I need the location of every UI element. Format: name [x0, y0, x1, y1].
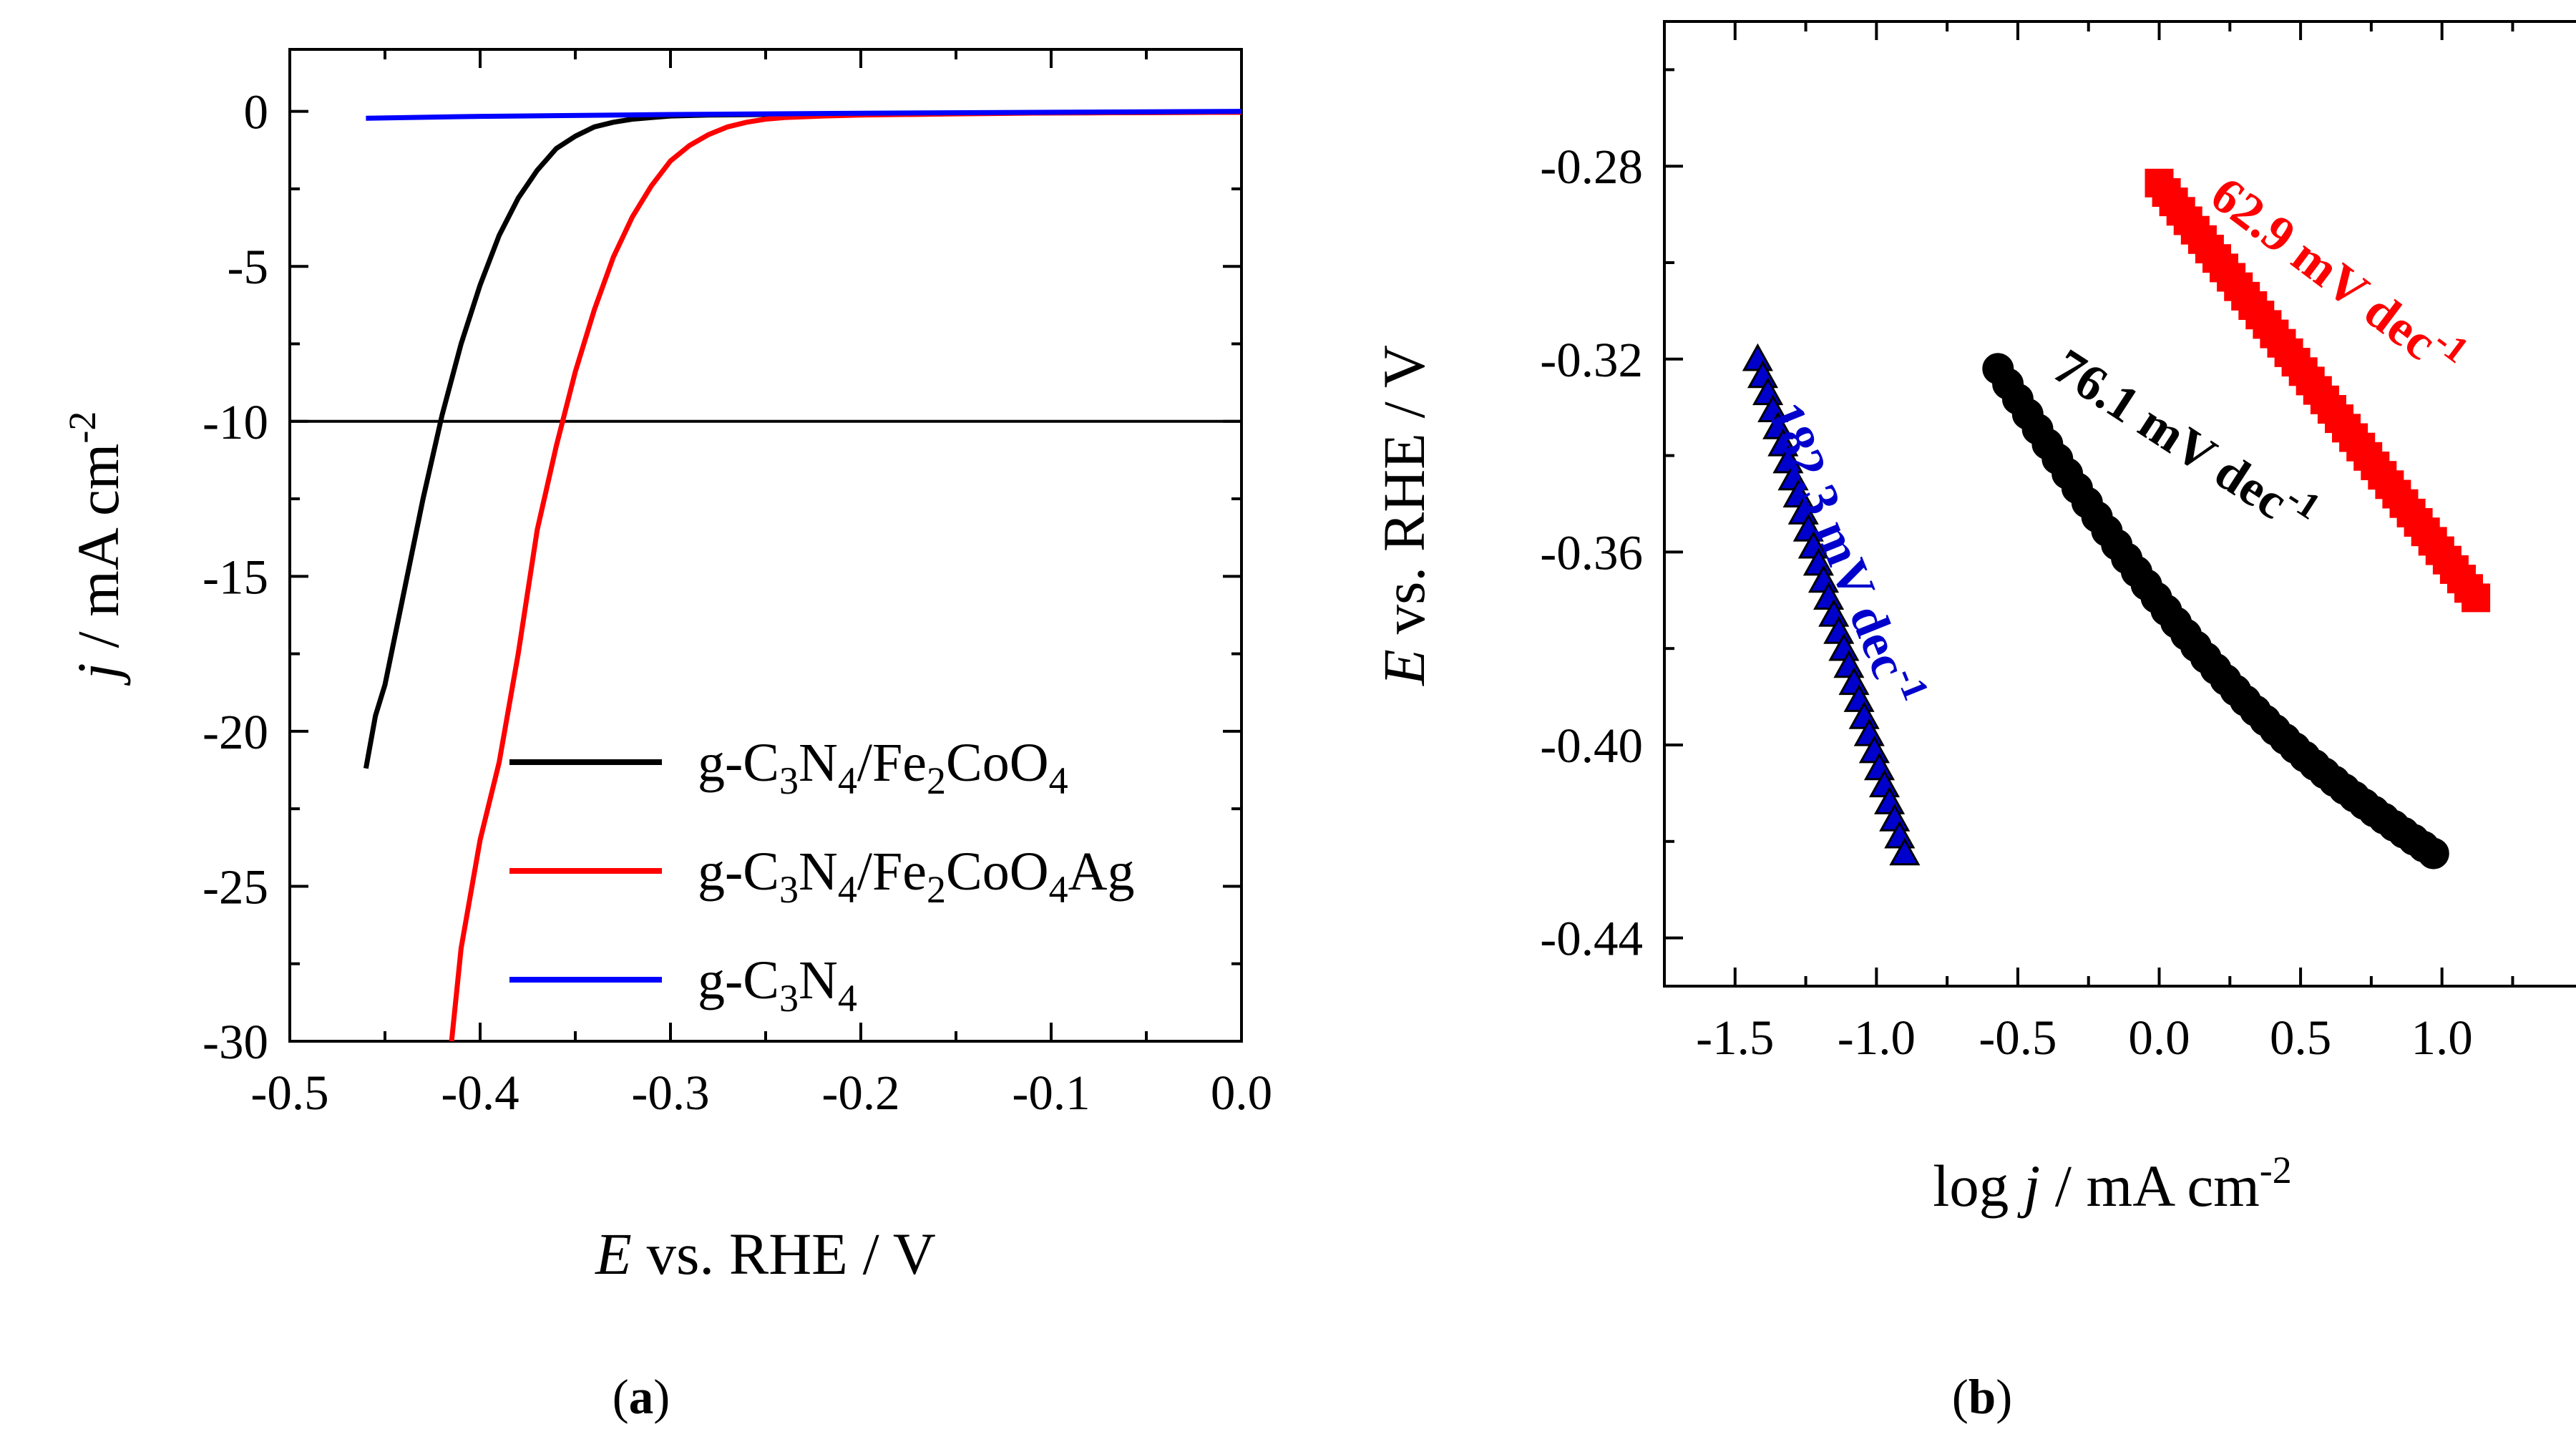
y-tick-label: -20: [203, 705, 268, 759]
y-tick-label: -25: [203, 859, 268, 914]
x-tick-label: -0.4: [441, 1066, 519, 1120]
panel-a-chart: -0.5 -0.4 -0.3 -0.2 -0.1 0.0 0 -5 -10 -15 -20 -25 -3…: [61, 48, 1272, 1424]
legend-label: g-C3N4: [698, 950, 857, 1020]
panel-a-label: (a): [613, 1370, 670, 1424]
legend-label: g-C3N4/Fe2CoO4Ag: [698, 842, 1134, 911]
panel-b-label: (b): [1952, 1370, 2012, 1424]
data-point: [2417, 837, 2449, 869]
panel-b-plot-frame: [1663, 20, 2576, 988]
panel-b-chart: -1.5 -1.0 -0.5 0.0 0.5 1.0 -0.28 -0.32 -0.36 -0.4…: [1371, 20, 2576, 1424]
y-tick-label: -5: [228, 240, 268, 294]
y-tick-label: -0.40: [1540, 718, 1643, 773]
data-point: [1889, 837, 1921, 866]
x-tick-label: 0.0: [2128, 1010, 2190, 1065]
x-tick-label: 0.5: [2270, 1010, 2331, 1065]
panel-a-y-axis-label: j / mA cm-2: [61, 411, 131, 686]
y-tick-label: -0.36: [1540, 525, 1643, 580]
y-tick-label: -0.32: [1540, 333, 1643, 387]
series-line-g-C3N4/Fe2CoO4: [363, 109, 1242, 769]
panel-a-legend: g-C3N4/Fe2CoO4 g-C3N4/Fe2CoO4Ag g-C3N4: [509, 733, 1134, 1020]
x-tick-label: -0.1: [1012, 1066, 1090, 1120]
y-tick-label: -10: [203, 395, 268, 449]
y-tick-label: -15: [203, 550, 268, 604]
panel-b-ticks: -1.5 -1.0 -0.5 0.0 0.5 1.0 -0.28 -0.32 -0.36 -0.4…: [1540, 21, 2514, 1065]
y-tick-label: -0.44: [1540, 912, 1643, 966]
x-tick-label: -1.5: [1696, 1010, 1774, 1065]
x-tick-label: -0.5: [1979, 1010, 2057, 1065]
x-tick-label: -1.0: [1838, 1010, 1916, 1065]
scatter-series-g-C3N4: [1742, 343, 1921, 866]
x-tick-label: 1.0: [2411, 1010, 2473, 1065]
panel-a-x-axis-label: E vs. RHE / V: [595, 1221, 936, 1287]
data-point: [1742, 343, 1773, 371]
x-tick-label: -0.5: [250, 1066, 328, 1120]
x-tick-label: 0.0: [1211, 1066, 1272, 1120]
panel-b-x-axis-label: log j / mA cm-2: [1933, 1149, 2292, 1219]
y-tick-label: 0: [244, 85, 269, 140]
y-tick-label: -30: [203, 1015, 268, 1069]
panel-a-ticks: -0.5 -0.4 -0.3 -0.2 -0.1 0.0 0 -5 -10 -15 -20 -25 -3…: [203, 49, 1272, 1120]
series-line-g-C3N4: [366, 109, 1242, 121]
x-tick-label: -0.2: [821, 1066, 899, 1120]
y-tick-label: -0.28: [1540, 140, 1643, 194]
panel-b-series-group: [1742, 168, 2491, 869]
legend-label: g-C3N4/Fe2CoO4: [698, 733, 1068, 802]
panel-b-y-axis-label: E vs. RHE / V: [1371, 345, 1437, 686]
data-point: [2462, 583, 2491, 613]
x-tick-label: -0.3: [631, 1066, 709, 1120]
scatter-series-g-C3N4/Fe2CoO4Ag: [2145, 168, 2491, 613]
panel-a-series-group: [363, 109, 1242, 1042]
scatter-series-g-C3N4/Fe2CoO4: [1982, 353, 2449, 869]
